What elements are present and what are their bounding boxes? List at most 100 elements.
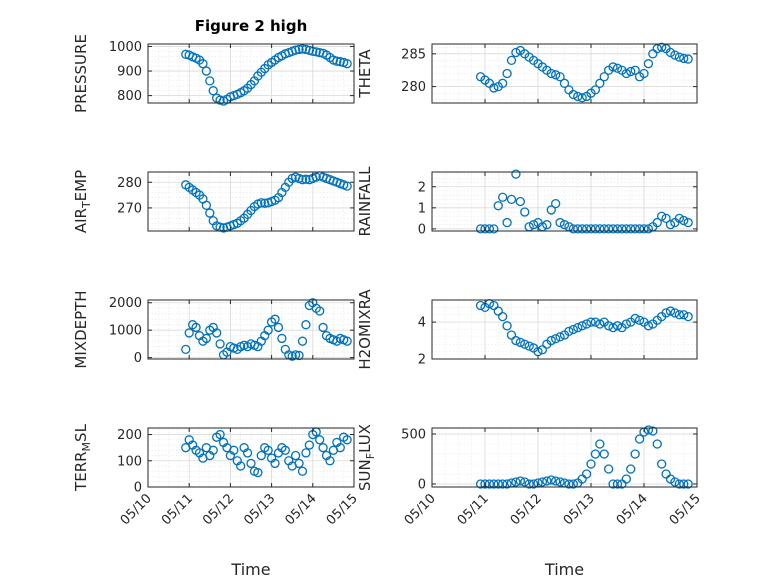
data-point xyxy=(537,345,548,355)
data-point xyxy=(515,196,525,207)
data-point xyxy=(304,440,315,450)
y-tick-label: 1000 xyxy=(109,40,142,55)
data-point xyxy=(604,321,614,331)
data-point xyxy=(256,198,266,208)
data-point xyxy=(634,315,645,325)
data-point xyxy=(520,339,530,349)
axes-box xyxy=(431,43,698,104)
x-tick-label: 05/11 xyxy=(159,491,196,528)
y-tick-label: 0 xyxy=(134,351,142,366)
data-point xyxy=(551,70,561,80)
data-point xyxy=(342,181,352,191)
data-point xyxy=(215,339,225,349)
data-point xyxy=(595,319,605,329)
y-axis-label: MIXDEPTH xyxy=(72,290,90,368)
subplot-4: 0 1 2 RAINFALL xyxy=(356,166,698,237)
data-point xyxy=(599,72,609,82)
data-point xyxy=(489,224,499,234)
data-point xyxy=(524,479,534,489)
data-point xyxy=(301,448,311,458)
data-point xyxy=(626,224,636,234)
data-point xyxy=(590,317,601,327)
data-point xyxy=(205,76,215,86)
data-point xyxy=(201,66,212,76)
data-point xyxy=(297,44,308,54)
data-point xyxy=(502,321,512,331)
data-point xyxy=(604,464,614,474)
data-point xyxy=(564,85,574,95)
axes-box xyxy=(147,299,355,360)
y-tick-label: 0 xyxy=(418,478,426,493)
data-point xyxy=(511,169,521,179)
data-point xyxy=(643,59,654,69)
data-point xyxy=(595,78,605,88)
data-point xyxy=(639,224,649,234)
data-point xyxy=(568,479,578,489)
x-tick-label: 05/10 xyxy=(402,491,439,528)
y-tick-label: 900 xyxy=(117,65,142,80)
axes-box xyxy=(431,171,698,232)
x-tick-label: 05/15 xyxy=(324,491,361,528)
y-axis-label: RAINFALL xyxy=(356,166,374,237)
data-point xyxy=(297,466,308,476)
data-point xyxy=(229,445,239,455)
data-point xyxy=(502,479,512,489)
data-point xyxy=(342,59,352,69)
data-point xyxy=(498,479,508,489)
data-point xyxy=(643,321,654,331)
data-point xyxy=(294,44,304,55)
y-tick-label: 2000 xyxy=(109,296,142,311)
data-point xyxy=(608,62,618,72)
data-point xyxy=(674,213,684,224)
data-point xyxy=(679,310,689,320)
data-point xyxy=(201,200,212,210)
data-point xyxy=(568,89,578,100)
data-point xyxy=(546,335,556,346)
data-point xyxy=(290,450,301,461)
data-point xyxy=(577,93,587,103)
y-tick-label: 285 xyxy=(401,47,426,62)
subplot-8: 0 500 05/10 05/11 05/12 05/13 05/14 05/15 SUNFLU… xyxy=(356,424,704,579)
data-point xyxy=(542,220,552,230)
data-point xyxy=(564,479,574,489)
data-point xyxy=(683,54,693,64)
data-point xyxy=(315,435,325,445)
data-point xyxy=(498,78,508,88)
data-point xyxy=(586,459,596,469)
data-point xyxy=(652,217,662,228)
data-point xyxy=(335,57,345,67)
y-axis-label: H2OMIXRA xyxy=(356,289,374,370)
data-point xyxy=(608,323,618,333)
data-point xyxy=(626,66,636,77)
y-tick-label: 0 xyxy=(134,481,142,496)
data-point xyxy=(621,319,631,329)
x-tick-label: 05/11 xyxy=(455,491,492,528)
data-point xyxy=(657,459,667,469)
data-point xyxy=(315,306,325,316)
data-point xyxy=(242,448,253,458)
data-point xyxy=(184,328,194,338)
data-point xyxy=(520,477,530,487)
y-tick-label: 270 xyxy=(117,201,142,216)
data-point xyxy=(573,323,583,333)
subplot-6: 2 4 H2OMIXRA xyxy=(356,289,698,370)
data-point xyxy=(294,458,304,469)
data-point xyxy=(246,458,256,469)
x-tick-label: 05/15 xyxy=(667,491,704,528)
data-point xyxy=(630,65,640,75)
y-tick-label: 2 xyxy=(418,180,426,195)
data-point xyxy=(674,479,684,489)
data-point xyxy=(480,479,490,489)
axes-box xyxy=(147,171,355,232)
data-point xyxy=(612,479,623,489)
data-point xyxy=(599,449,609,459)
data-point xyxy=(612,63,623,73)
data-point xyxy=(573,91,583,102)
data-point xyxy=(621,474,631,484)
axes-box xyxy=(147,427,355,488)
data-point xyxy=(256,450,266,461)
axes-box xyxy=(147,43,355,104)
data-point xyxy=(546,205,556,215)
data-point xyxy=(564,326,574,336)
data-point xyxy=(652,439,662,449)
